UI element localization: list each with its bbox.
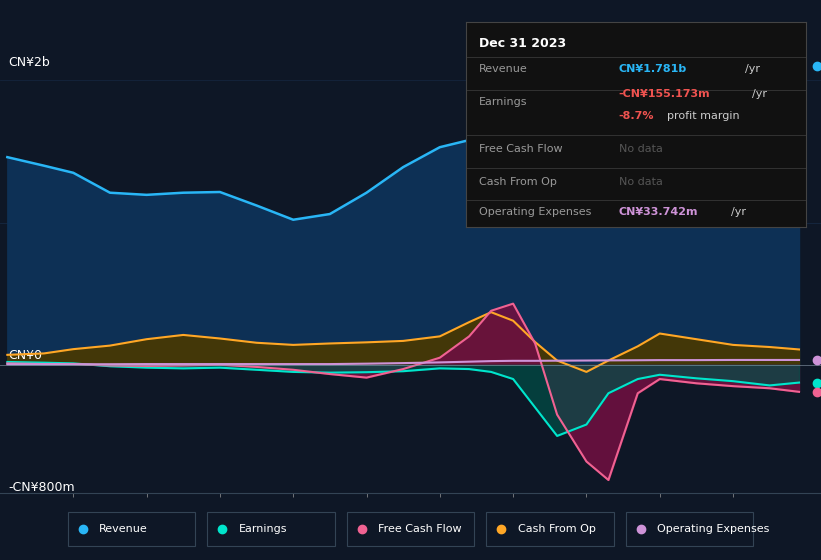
FancyBboxPatch shape bbox=[347, 512, 475, 546]
Text: Operating Expenses: Operating Expenses bbox=[479, 208, 591, 217]
Text: No data: No data bbox=[619, 177, 663, 187]
Text: Cash From Op: Cash From Op bbox=[479, 177, 557, 187]
Text: Dec 31 2023: Dec 31 2023 bbox=[479, 37, 566, 50]
Text: Cash From Op: Cash From Op bbox=[518, 524, 595, 534]
Text: No data: No data bbox=[619, 144, 663, 154]
Text: Earnings: Earnings bbox=[238, 524, 287, 534]
Text: CN¥33.742m: CN¥33.742m bbox=[619, 208, 699, 217]
Text: CN¥0: CN¥0 bbox=[8, 349, 42, 362]
Text: -CN¥800m: -CN¥800m bbox=[8, 481, 75, 494]
Text: CN¥1.781b: CN¥1.781b bbox=[619, 64, 687, 74]
Text: Free Cash Flow: Free Cash Flow bbox=[378, 524, 461, 534]
Text: CN¥2b: CN¥2b bbox=[8, 56, 50, 69]
Text: profit margin: profit margin bbox=[667, 111, 739, 122]
Text: /yr: /yr bbox=[752, 89, 767, 99]
FancyBboxPatch shape bbox=[626, 512, 754, 546]
Text: -8.7%: -8.7% bbox=[619, 111, 654, 122]
Text: Free Cash Flow: Free Cash Flow bbox=[479, 144, 562, 154]
Text: Revenue: Revenue bbox=[99, 524, 148, 534]
Text: Operating Expenses: Operating Expenses bbox=[658, 524, 769, 534]
Text: Earnings: Earnings bbox=[479, 97, 528, 107]
FancyBboxPatch shape bbox=[487, 512, 614, 546]
Text: Revenue: Revenue bbox=[479, 64, 528, 74]
Text: /yr: /yr bbox=[745, 64, 760, 74]
FancyBboxPatch shape bbox=[208, 512, 335, 546]
FancyBboxPatch shape bbox=[68, 512, 195, 546]
Text: -CN¥155.173m: -CN¥155.173m bbox=[619, 89, 710, 99]
Text: /yr: /yr bbox=[732, 208, 746, 217]
